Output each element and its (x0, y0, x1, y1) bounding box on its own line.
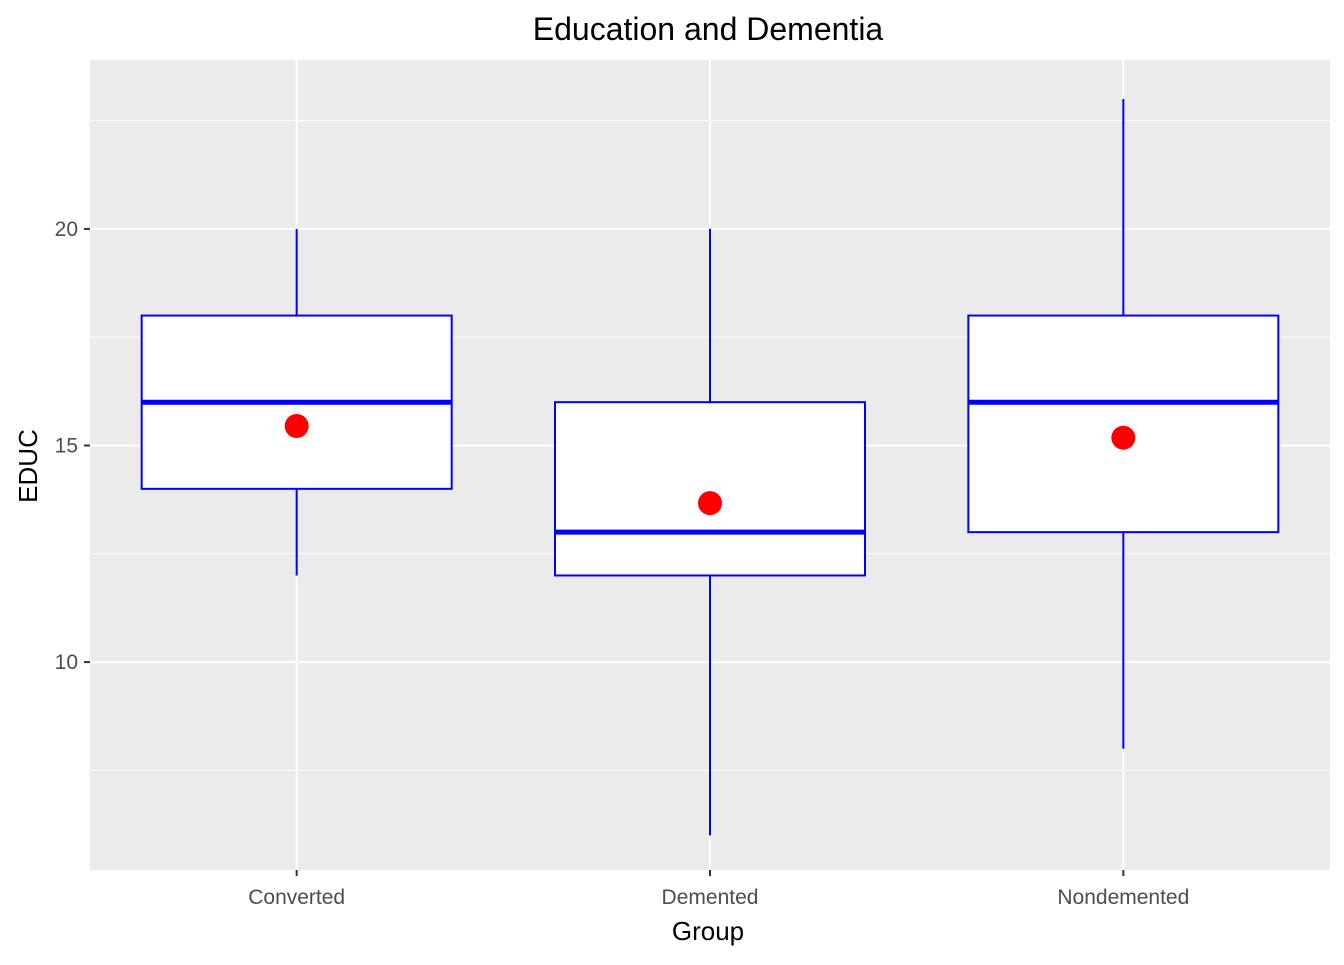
iqr-box (554, 401, 866, 577)
x-tick-label: Nondemented (1057, 886, 1189, 909)
chart-title: Education and Dementia (533, 11, 884, 47)
x-tick-label: Converted (248, 886, 345, 909)
box-group (140, 228, 453, 576)
x-axis-title: Group (672, 916, 744, 946)
mean-point (698, 491, 722, 516)
x-tick-label: Demented (662, 886, 759, 909)
y-tick-label: 10 (55, 651, 78, 674)
mean-point (284, 414, 309, 439)
y-tick-label: 15 (55, 435, 78, 458)
box-group (554, 228, 866, 836)
mean-point (1111, 425, 1136, 450)
y-axis: 10 15 20 (55, 218, 90, 674)
y-tick-label: 20 (55, 218, 78, 241)
y-axis-title: EDUC (13, 429, 43, 503)
boxes-layer (140, 98, 1280, 836)
box-group (967, 98, 1280, 749)
iqr-box (967, 314, 1280, 534)
x-axis: Converted Demented Nondemented (248, 870, 1189, 909)
